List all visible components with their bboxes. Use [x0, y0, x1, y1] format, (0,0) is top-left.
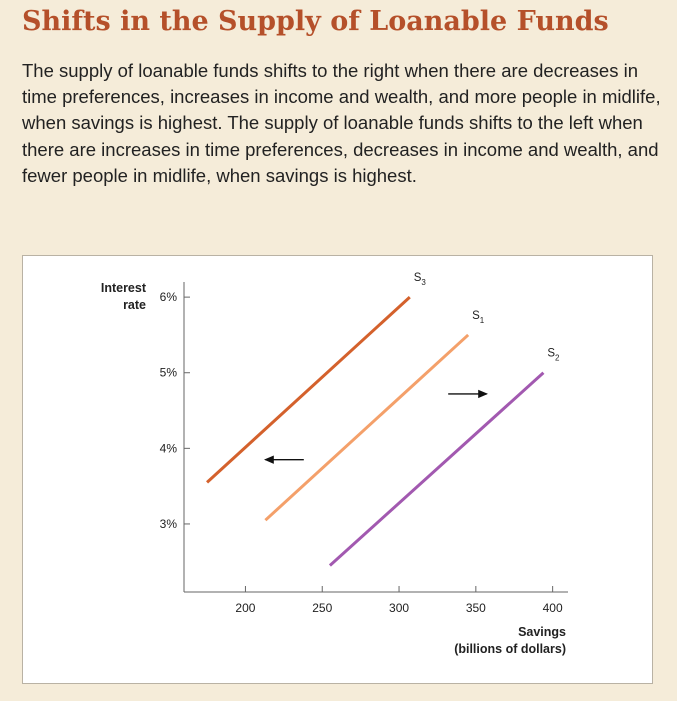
x-tick-label: 200 [235, 601, 255, 615]
supply-curve-s3 [206, 296, 411, 484]
supply-curve-s1 [264, 333, 470, 522]
y-tick-label: 6% [160, 290, 178, 304]
supply-shift-chart: Interest rate Savings (billions of dolla… [101, 272, 568, 656]
x-tick-label: 400 [543, 601, 563, 615]
y-tick-label: 4% [160, 441, 178, 455]
x-tick-label: 250 [312, 601, 332, 615]
series-label-s2: S2 [547, 348, 560, 363]
page-title: Shifts in the Supply of Loanable Funds [22, 6, 609, 37]
x-tick-label: 350 [466, 601, 486, 615]
chart-panel: Interest rate Savings (billions of dolla… [22, 255, 653, 684]
supply-curve-s2 [328, 371, 545, 567]
y-tick-label: 5% [160, 366, 178, 380]
description-text: The supply of loanable funds shifts to t… [22, 60, 661, 186]
y-axis-label-line2: rate [123, 298, 146, 312]
series-label-s3: S3 [414, 272, 427, 287]
y-axis-label-line1: Interest [101, 281, 147, 295]
series-label-s1: S1 [472, 310, 485, 325]
x-axis-label-line2: (billions of dollars) [454, 642, 566, 656]
y-tick-label: 3% [160, 517, 178, 531]
x-tick-label: 300 [389, 601, 409, 615]
x-axis-label-line1: Savings [518, 625, 566, 639]
